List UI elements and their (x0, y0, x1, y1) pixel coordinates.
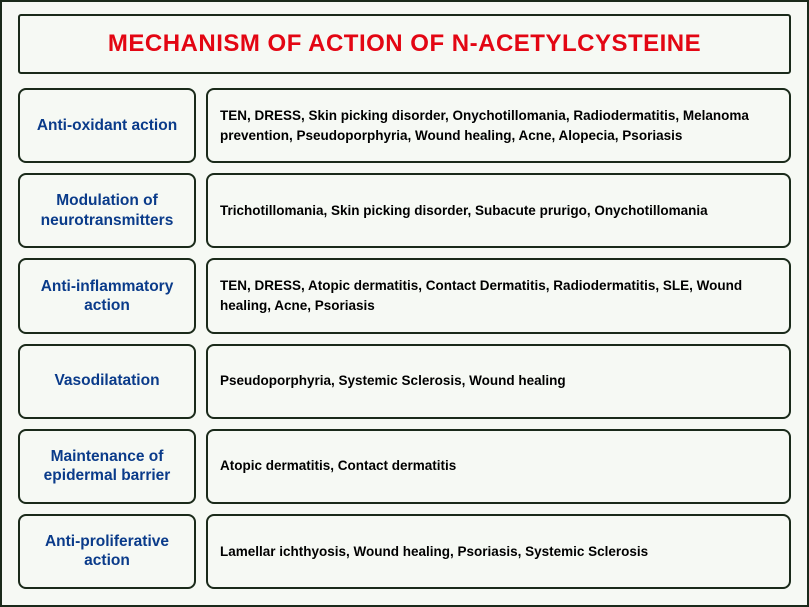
conditions-text: Trichotillomania, Skin picking disorder,… (220, 201, 708, 221)
table-row: Anti-proliferative action Lamellar ichth… (18, 514, 791, 589)
mechanism-cell: Anti-inflammatory action (18, 258, 196, 333)
mechanism-label: Modulation of neurotransmitters (28, 191, 186, 230)
conditions-cell: TEN, DRESS, Atopic dermatitis, Contact D… (206, 258, 791, 333)
title-container: MECHANISM OF ACTION OF N-ACETYLCYSTEINE (18, 14, 791, 74)
conditions-text: Lamellar ichthyosis, Wound healing, Psor… (220, 542, 648, 562)
mechanism-label: Anti-inflammatory action (28, 277, 186, 316)
mechanism-cell: Modulation of neurotransmitters (18, 173, 196, 248)
mechanism-cell: Maintenance of epidermal barrier (18, 429, 196, 504)
mechanism-cell: Anti-proliferative action (18, 514, 196, 589)
mechanism-cell: Vasodilatation (18, 344, 196, 419)
conditions-text: Pseudoporphyria, Systemic Sclerosis, Wou… (220, 371, 566, 391)
conditions-text: Atopic dermatitis, Contact dermatitis (220, 456, 456, 476)
conditions-cell: TEN, DRESS, Skin picking disorder, Onych… (206, 88, 791, 163)
conditions-cell: Atopic dermatitis, Contact dermatitis (206, 429, 791, 504)
conditions-cell: Pseudoporphyria, Systemic Sclerosis, Wou… (206, 344, 791, 419)
mechanism-label: Maintenance of epidermal barrier (28, 447, 186, 486)
mechanism-label: Anti-oxidant action (37, 116, 177, 135)
conditions-cell: Trichotillomania, Skin picking disorder,… (206, 173, 791, 248)
table-row: Anti-oxidant action TEN, DRESS, Skin pic… (18, 88, 791, 163)
mechanism-label: Anti-proliferative action (28, 532, 186, 571)
conditions-text: TEN, DRESS, Atopic dermatitis, Contact D… (220, 276, 777, 315)
conditions-cell: Lamellar ichthyosis, Wound healing, Psor… (206, 514, 791, 589)
table-row: Anti-inflammatory action TEN, DRESS, Ato… (18, 258, 791, 333)
conditions-text: TEN, DRESS, Skin picking disorder, Onych… (220, 106, 777, 145)
table-row: Maintenance of epidermal barrier Atopic … (18, 429, 791, 504)
mechanism-rows: Anti-oxidant action TEN, DRESS, Skin pic… (18, 88, 791, 589)
mechanism-label: Vasodilatation (54, 371, 159, 390)
table-row: Vasodilatation Pseudoporphyria, Systemic… (18, 344, 791, 419)
table-row: Modulation of neurotransmitters Trichoti… (18, 173, 791, 248)
mechanism-cell: Anti-oxidant action (18, 88, 196, 163)
diagram-title: MECHANISM OF ACTION OF N-ACETYLCYSTEINE (30, 30, 779, 58)
